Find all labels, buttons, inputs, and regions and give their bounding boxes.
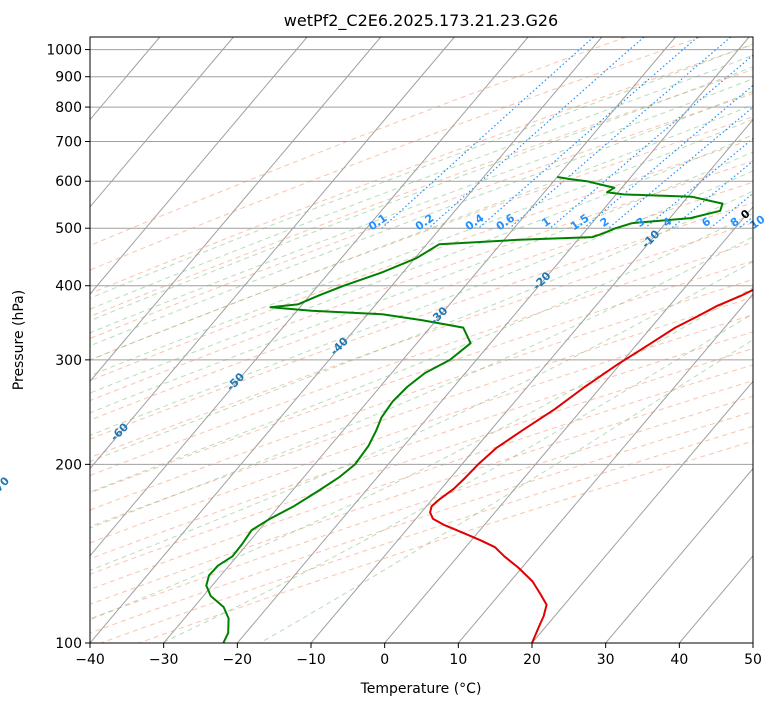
moist-adiabat — [90, 190, 753, 463]
dewpoint-trace — [205, 176, 724, 643]
plot-frame — [89, 36, 754, 644]
moist-adiabat — [90, 43, 753, 299]
y-tick-label: 500 — [55, 221, 82, 237]
x-axis: −40 −30 −20 −10 0 10 20 30 40 50 — [75, 643, 762, 668]
x-tick-label: −10 — [296, 652, 326, 668]
dry-adiabat — [90, 241, 753, 477]
moist-adiabat — [90, 118, 753, 377]
y-tick-label: 400 — [55, 279, 82, 295]
chart-title: wetPf2_C2E6.2025.173.21.23.G26 — [284, 11, 558, 31]
dry-adiabat — [90, 181, 753, 421]
y-tick-label: 700 — [55, 134, 82, 150]
dry-adiabat-label: -70 — [0, 474, 12, 497]
y-tick-label: 900 — [55, 70, 82, 86]
y-tick-label: 200 — [55, 457, 82, 473]
x-tick-label: 10 — [449, 652, 467, 668]
moist-adiabat — [90, 170, 753, 436]
isotherm-line — [90, 37, 529, 557]
mixing-ratio-label: 0.2 — [413, 211, 436, 233]
isotherm-line — [752, 642, 753, 643]
dry-adiabat — [90, 68, 753, 317]
temperature-trace — [429, 288, 753, 643]
y-tick-label: 100 — [55, 636, 82, 652]
mixing-ratio-line — [478, 37, 698, 229]
dry-adiabat — [90, 380, 753, 605]
x-tick-label: −40 — [75, 652, 105, 668]
dry-adiabat — [90, 160, 753, 402]
sounding-traces — [205, 176, 753, 643]
moist-adiabat — [90, 151, 753, 414]
y-tick-label: 300 — [55, 353, 82, 369]
dry-adiabat — [100, 425, 753, 643]
mixing-ratio-label: 0.4 — [463, 211, 487, 233]
grid-lines — [90, 37, 753, 643]
moist-adiabat — [90, 104, 753, 361]
isotherm-line — [531, 380, 753, 643]
dry-adiabat — [90, 331, 753, 560]
isotherm-line — [90, 37, 382, 383]
y-axis-label: Pressure (hPa) — [11, 290, 27, 390]
isotherm-line — [163, 37, 676, 643]
mixing-ratio-line — [549, 54, 753, 229]
dry-adiabat — [90, 395, 753, 620]
y-tick-label: 600 — [55, 174, 82, 190]
moist-adiabat — [90, 54, 753, 310]
moist-adiabat — [90, 78, 753, 334]
x-tick-label: 0 — [380, 652, 389, 668]
x-tick-label: 30 — [597, 652, 615, 668]
x-tick-label: 40 — [670, 652, 688, 668]
mixing-ratio-line — [381, 37, 594, 229]
mixing-ratio-label: 1 — [539, 215, 553, 230]
x-tick-label: −20 — [223, 652, 253, 668]
x-tick-label: 20 — [523, 652, 541, 668]
x-tick-label: −30 — [149, 652, 179, 668]
isotherm-line — [310, 118, 753, 643]
mixing-ratio-line — [644, 137, 753, 229]
moist-adiabat — [90, 90, 753, 347]
dry-adiabat — [90, 37, 627, 247]
x-axis-label: Temperature (°C) — [360, 681, 482, 697]
y-tick-label: 1000 — [46, 43, 82, 59]
y-tick-label: 800 — [55, 100, 82, 116]
mixing-ratio-line — [608, 106, 753, 229]
mixing-ratio-line — [509, 37, 732, 229]
moist-adiabat — [90, 286, 753, 621]
isotherm-line — [90, 37, 308, 295]
isotherm-line — [90, 37, 455, 470]
mixing-ratio-line — [762, 37, 775, 228]
isotherm-line — [384, 206, 753, 643]
isotherm-line — [90, 37, 234, 208]
dry-adiabat — [90, 116, 753, 361]
isotherm-line — [457, 293, 753, 643]
x-tick-label: 50 — [744, 652, 762, 668]
isotherm-line — [605, 467, 753, 643]
isotherm-line — [90, 37, 603, 643]
dry-adiabat — [90, 44, 753, 295]
mixing-ratio-label: 1.5 — [568, 211, 591, 233]
mixing-ratio-line — [738, 216, 753, 229]
dry-adiabat — [90, 411, 753, 634]
y-axis: 1000 900 800 700 600 500 400 300 200 100 — [46, 43, 90, 652]
isotherm-line — [236, 37, 750, 643]
dry-adiabat — [90, 296, 753, 528]
